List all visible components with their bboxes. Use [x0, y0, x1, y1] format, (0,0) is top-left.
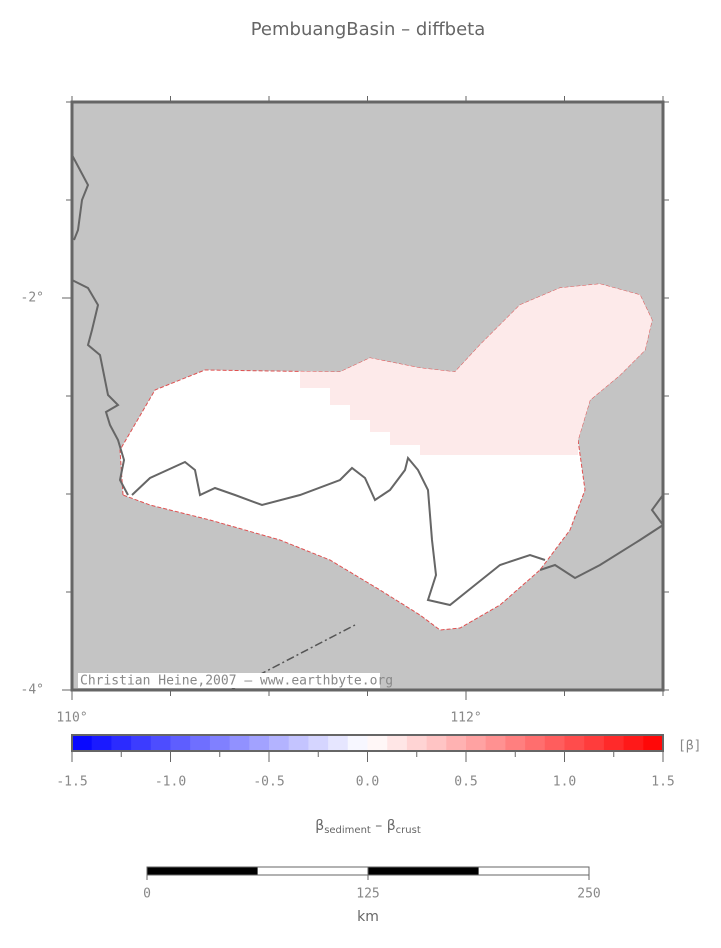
map-area: [72, 102, 663, 690]
colorbar-cell: [525, 735, 546, 751]
colorbar-cell: [485, 735, 506, 751]
colorbar-cell: [170, 735, 191, 751]
coastlines: [72, 154, 663, 607]
colorbar-tick-label: 0.0: [356, 775, 379, 790]
colorbar-cell: [308, 735, 329, 751]
colorbar-cell: [288, 735, 309, 751]
colorbar-cell: [269, 735, 290, 751]
colorbar-cell: [190, 735, 211, 751]
colorbar-cell: [111, 735, 132, 751]
label-part: sediment: [324, 825, 371, 836]
colorbar-cell: [91, 735, 112, 751]
colorbar-cell: [209, 735, 231, 751]
label-part: β: [315, 818, 324, 834]
colorbar-cell: [446, 735, 467, 751]
credit: Christian Heine,2007 – www.earthbyte.org: [80, 674, 393, 689]
label-part: β: [387, 818, 396, 834]
colorbar-cell: [466, 735, 487, 751]
scalebar-segment: [257, 866, 369, 876]
scalebar-segment: [367, 866, 479, 876]
scalebar-label: 250: [577, 887, 600, 902]
colorbar-label: βsediment – βcrust: [315, 818, 421, 836]
lat-label: -4°: [21, 683, 44, 698]
colorbar-tick-label: 0.5: [454, 775, 477, 790]
label-part: –: [371, 818, 387, 834]
scalebar-segment: [478, 866, 590, 876]
credit-box: [78, 673, 380, 688]
colorbar-cell: [505, 735, 526, 751]
scalebar-unit: km: [357, 909, 379, 925]
colorbar-cell: [544, 735, 565, 751]
colorbar-cell: [249, 735, 270, 751]
colorbar: [72, 735, 664, 751]
colorbar-cell: [603, 735, 625, 751]
colorbar-cell: [426, 735, 447, 751]
colorbar-unit: [β]: [678, 739, 701, 754]
colorbar-cell: [406, 735, 428, 751]
colorbar-cell: [643, 735, 664, 751]
lon-label: 110°: [56, 711, 87, 726]
colorbar-cell: [584, 735, 605, 751]
colorbar-cell: [328, 735, 349, 751]
colorbar-cell: [623, 735, 644, 751]
colorbar-cell: [131, 735, 152, 751]
lat-label: -2°: [21, 291, 44, 306]
colorbar-tick-label: -1.5: [56, 775, 87, 790]
colorbar-cell: [367, 735, 388, 751]
colorbar-tick-label: -0.5: [253, 775, 284, 790]
colorbar-tick-label: 1.0: [553, 775, 576, 790]
colorbar-cell: [347, 735, 368, 751]
lon-label: 112°: [450, 711, 481, 726]
colorbar-cell: [229, 735, 250, 751]
colorbar-tick-label: 1.5: [651, 775, 674, 790]
colorbar-cell: [564, 735, 585, 751]
title: PembuangBasin – diffbeta: [251, 19, 486, 40]
colorbar-cell: [72, 735, 93, 751]
colorbar-cell: [150, 735, 171, 751]
colorbar-cell: [387, 735, 408, 751]
scalebar-label: 0: [143, 887, 151, 902]
label-part: crust: [396, 825, 421, 836]
scalebar-label: 125: [356, 887, 379, 902]
colorbar-tick-label: -1.0: [155, 775, 186, 790]
scalebar-segment: [146, 866, 258, 876]
